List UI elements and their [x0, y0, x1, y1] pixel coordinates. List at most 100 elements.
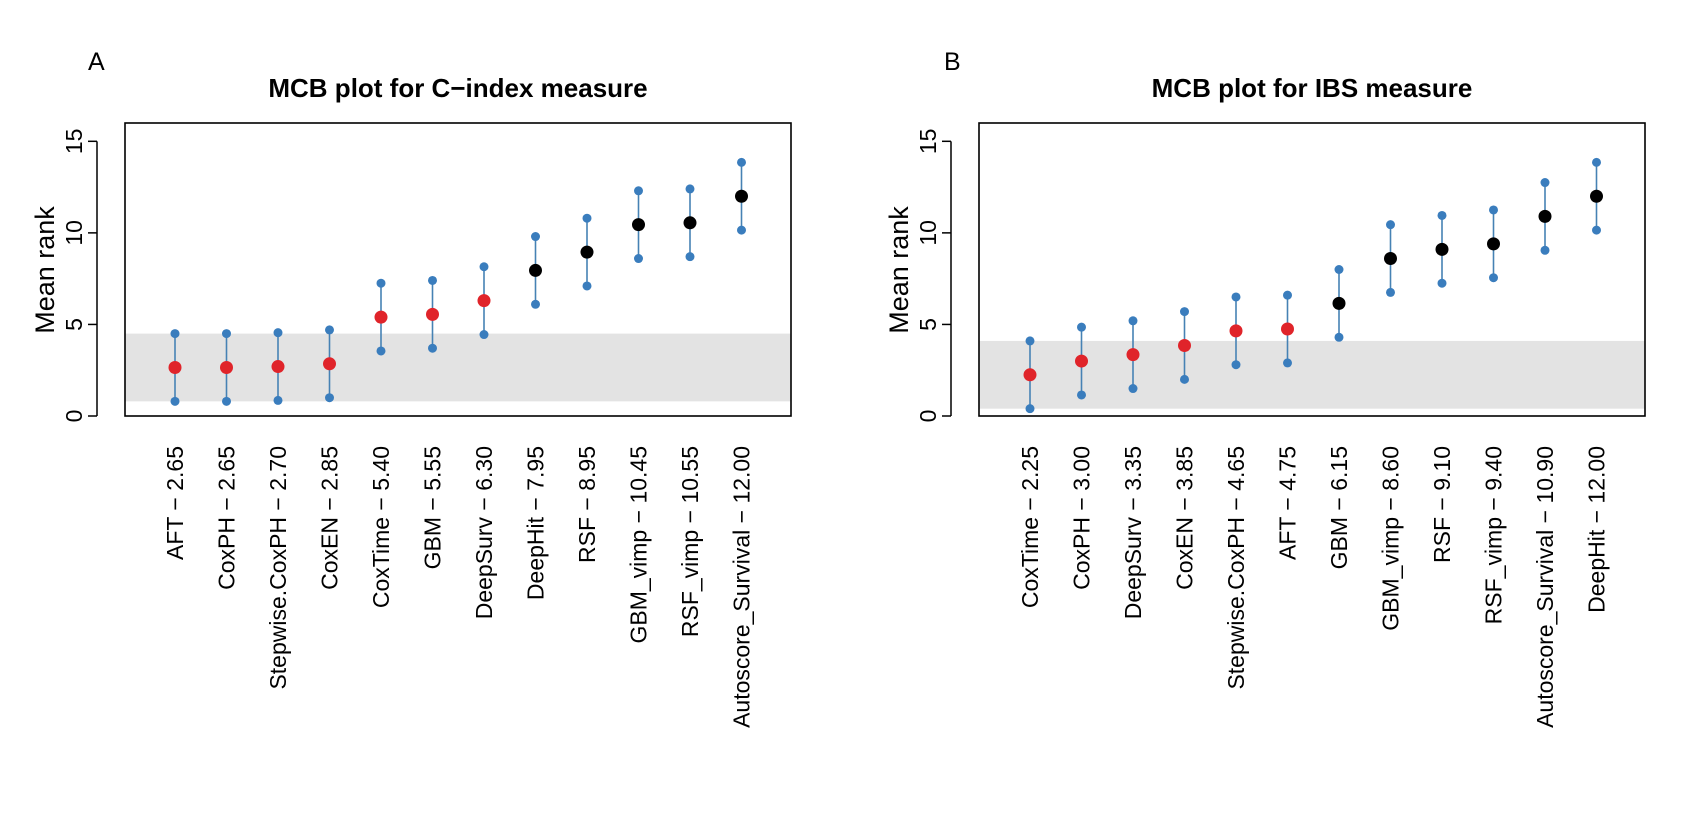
x-category-label: RSF_vimp − 10.55: [677, 446, 703, 637]
upper-endpoint: [1128, 316, 1138, 326]
upper-endpoint: [1334, 265, 1344, 274]
lower-endpoint: [1437, 278, 1447, 288]
mean-rank-point: [426, 307, 439, 321]
upper-endpoint: [1540, 178, 1550, 188]
lower-endpoint: [1489, 273, 1498, 283]
lower-endpoint: [428, 343, 437, 353]
plot-frame: [978, 122, 1646, 417]
chart-title: MCB plot for IBS measure: [1152, 73, 1473, 103]
x-category-label: GBM − 5.55: [420, 446, 446, 569]
lower-endpoint: [685, 252, 695, 262]
mean-rank-point: [1023, 368, 1037, 382]
plot-frame: [124, 122, 792, 417]
mean-rank-point: [1435, 242, 1449, 256]
mean-rank-point: [1487, 237, 1500, 251]
y-tick-label: 0: [61, 410, 87, 423]
x-category-label: AFT − 2.65: [162, 446, 188, 560]
y-tick-label: 10: [61, 220, 87, 246]
lower-endpoint: [1128, 384, 1138, 394]
x-category-label: DeepHit − 12.00: [1584, 446, 1610, 613]
mean-rank-point: [529, 263, 542, 277]
panel-label: A: [88, 48, 105, 76]
upper-endpoint: [1437, 210, 1447, 220]
upper-endpoint: [273, 328, 283, 338]
mean-rank-point: [1075, 354, 1088, 368]
lower-endpoint: [1283, 358, 1292, 368]
interval-marks: [168, 157, 748, 406]
chart-title: MCB plot for C−index measure: [268, 73, 647, 103]
upper-endpoint: [1025, 336, 1035, 346]
upper-endpoint: [376, 278, 386, 288]
upper-endpoint: [1077, 322, 1086, 332]
x-category-label: Autoscore_Survival − 10.90: [1532, 446, 1558, 728]
x-category-label: DeepSurv − 3.35: [1120, 446, 1146, 619]
lower-endpoint: [531, 299, 540, 309]
mean-rank-point: [1332, 296, 1346, 310]
x-category-label: GBM_vimp − 8.60: [1378, 446, 1404, 631]
significance-band: [979, 340, 1645, 409]
x-category-label: DeepSurv − 6.30: [471, 446, 497, 619]
upper-endpoint: [1386, 220, 1395, 230]
panel-a: A MCB plot for C−index measure Mean rank…: [30, 48, 792, 728]
lower-endpoint: [1077, 390, 1086, 400]
y-tick-label: 0: [915, 410, 941, 423]
mean-rank-point: [1538, 209, 1552, 223]
lower-endpoint: [1540, 245, 1550, 255]
mean-rank-point: [323, 357, 336, 371]
mean-rank-point: [168, 360, 182, 374]
x-category-label: AFT − 4.75: [1275, 446, 1301, 560]
lower-endpoint: [1025, 404, 1035, 414]
mean-rank-point: [374, 310, 388, 324]
panel-b: B MCB plot for IBS measure Mean rank 0 5 1…: [884, 48, 1646, 728]
y-tick-label: 10: [915, 220, 941, 246]
mean-rank-point: [1178, 338, 1191, 352]
upper-endpoint: [1180, 307, 1189, 317]
y-axis-label: Mean rank: [884, 206, 914, 334]
upper-endpoint: [1489, 205, 1498, 215]
upper-endpoint: [479, 262, 489, 272]
x-category-label: CoxEN − 2.85: [317, 446, 343, 590]
x-category-label: CoxTime − 5.40: [368, 446, 394, 608]
mean-rank-point: [1590, 189, 1603, 203]
y-tick-label: 15: [61, 129, 87, 155]
lower-endpoint: [170, 396, 180, 406]
lower-endpoint: [1592, 225, 1601, 235]
x-category-label: DeepHit − 7.95: [523, 446, 549, 600]
y-axis: 0 5 10 15: [61, 129, 98, 423]
upper-endpoint: [222, 329, 231, 339]
lower-endpoint: [1334, 332, 1344, 342]
mean-rank-point: [220, 360, 233, 374]
mean-rank-point: [271, 360, 285, 374]
lower-endpoint: [222, 396, 231, 406]
mean-rank-point: [1281, 322, 1294, 336]
x-category-label: RSF − 8.95: [574, 446, 600, 563]
lower-endpoint: [376, 346, 386, 356]
lower-endpoint: [1180, 374, 1189, 384]
mean-rank-point: [477, 294, 491, 308]
x-category-label: RSF − 9.10: [1429, 446, 1455, 563]
upper-endpoint: [1592, 157, 1601, 167]
upper-endpoint: [1283, 290, 1292, 300]
mean-rank-point: [632, 218, 645, 232]
x-category-label: CoxPH − 3.00: [1069, 446, 1095, 590]
upper-endpoint: [582, 213, 592, 223]
mean-rank-point: [580, 245, 594, 259]
x-category-label: CoxEN − 3.85: [1172, 446, 1198, 590]
x-category-labels: AFT − 2.65 CoxPH − 2.65 Stepwise.CoxPH − 2…: [162, 446, 755, 728]
y-tick-label: 5: [915, 318, 941, 331]
upper-endpoint: [1231, 292, 1241, 302]
upper-endpoint: [737, 157, 746, 167]
lower-endpoint: [479, 330, 489, 340]
lower-endpoint: [1386, 287, 1395, 297]
x-category-label: CoxPH − 2.65: [214, 446, 240, 590]
x-category-label: RSF_vimp − 9.40: [1481, 446, 1507, 624]
y-axis: 0 5 10 15: [915, 129, 952, 423]
y-tick-label: 15: [915, 129, 941, 155]
mean-rank-point: [1384, 252, 1397, 266]
x-category-label: GBM_vimp − 10.45: [626, 446, 652, 644]
mean-rank-point: [735, 189, 748, 203]
y-tick-label: 5: [61, 318, 87, 331]
upper-endpoint: [428, 275, 437, 285]
lower-endpoint: [634, 254, 643, 264]
